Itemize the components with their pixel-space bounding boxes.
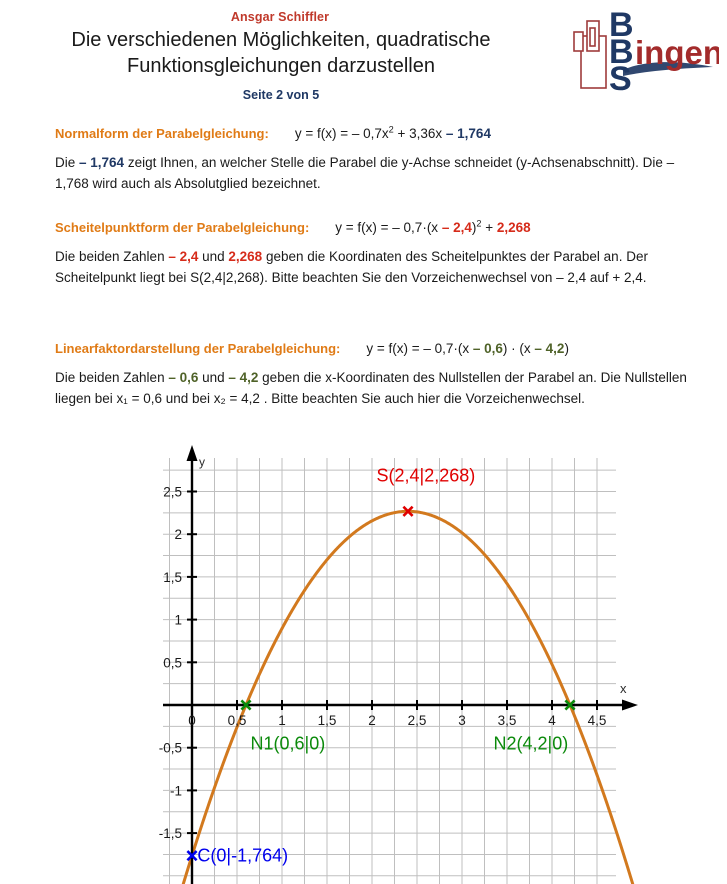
normalform-eq-exponent: 2 <box>388 124 394 135</box>
chart-gridlines <box>163 458 616 884</box>
linearfaktor-body-highlight-1: – 0,6 <box>168 370 199 385</box>
normalform-equation: y = f(x) = – 0,7x2 + 3,36x – 1,764 <box>269 124 491 141</box>
linearfaktor-eq-prefix: y = f(x) = – 0,7·(x <box>366 341 473 356</box>
marker-x-icon <box>402 505 414 517</box>
normalform-body-part-3: zeigt Ihnen, an welcher Stelle die Parab… <box>55 155 675 191</box>
linearfaktordarstellung-equation: y = f(x) = – 0,7·(x – 0,6) · (x – 4,2) <box>340 341 569 356</box>
annotation-label: S(2,4|2,268) <box>377 465 476 485</box>
linearfaktor-body-part-3: und <box>198 370 229 385</box>
scheitelpunktform-eq-exponent: 2 <box>476 218 482 229</box>
x-tick-label: 2 <box>368 713 376 728</box>
normalform-heading-label: Normalform der Parabelgleichung: <box>55 126 269 141</box>
y-axis-ticks: -1,5 -1 -0,5 0,5 1 1,5 2 2,5 <box>159 485 197 841</box>
linearfaktor-body-part-1: Die beiden Zahlen <box>55 370 169 385</box>
scheitelpunktform-body-part-5: geben die Koordinaten des Scheitelpunkte… <box>55 249 648 285</box>
page-title: Die verschiedenen Möglichkeiten, quadrat… <box>0 27 562 79</box>
x-tick-label: 3,5 <box>498 713 517 728</box>
section-normalform: Normalform der Parabelgleichung: y = f(x)… <box>55 124 700 194</box>
x-tick-label: 0 <box>188 713 196 728</box>
x-axis-arrow <box>622 699 638 711</box>
linearfaktor-eq-mid: ) · (x <box>502 341 535 356</box>
x-tick-label: 3 <box>458 713 466 728</box>
x-tick-label: 1,5 <box>318 713 337 728</box>
document-header: Ansgar Schiffler Die verschiedenen Mögli… <box>0 0 727 112</box>
scheitelpunktform-body-part-3: und <box>198 249 229 264</box>
logo-letter-b1: B <box>609 6 634 44</box>
x-tick-label: 2,5 <box>408 713 427 728</box>
linearfaktor-body-highlight-2: – 4,2 <box>228 370 259 385</box>
normalform-body: Die – 1,764 zeigt Ihnen, an welcher Stel… <box>55 152 700 194</box>
linearfaktordarstellung-body: Die beiden Zahlen – 0,6 und – 4,2 geben … <box>55 367 700 409</box>
normalform-body-part-1: Die <box>55 155 80 170</box>
y-tick-label: 0,5 <box>163 655 182 670</box>
scheitelpunktform-body-part-1: Die beiden Zahlen <box>55 249 169 264</box>
scheitelpunktform-heading-label: Scheitelpunktform der Parabelgleichung: <box>55 220 310 235</box>
bbs-bingen-logo: B B S ingen <box>571 6 723 98</box>
normalform-heading: Normalform der Parabelgleichung: y = f(x)… <box>55 124 700 141</box>
scheitelpunktform-eq-mid: + <box>481 220 497 235</box>
x-axis-label: x <box>620 681 627 696</box>
scheitelpunktform-body: Die beiden Zahlen – 2,4 und 2,268 geben … <box>55 246 700 288</box>
parabola-chart: x y 0 0,5 1 1,5 2 2,5 3 3,5 4 4,5 -1,5 -1 -0,5 0,5 1 1,5 2… <box>0 440 727 884</box>
x-tick-label: 0,5 <box>228 713 247 728</box>
scheitelpunktform-eq-prefix: y = f(x) = – 0,7·(x <box>335 220 442 235</box>
y-tick-label: -1,5 <box>159 826 182 841</box>
x-tick-label: 1 <box>278 713 286 728</box>
x-tick-label: 4,5 <box>588 713 607 728</box>
y-tick-label: 2 <box>174 527 182 542</box>
chart-axes <box>163 445 638 884</box>
logo-building-icon <box>573 20 607 89</box>
x-axis-ticks: 0 0,5 1 1,5 2 2,5 3 3,5 4 4,5 <box>188 700 606 728</box>
x-tick-label: 4 <box>548 713 556 728</box>
section-scheitelpunktform: Scheitelpunktform der Parabelgleichung: y… <box>55 218 700 288</box>
parabola-chart-svg: x y 0 0,5 1 1,5 2 2,5 3 3,5 4 4,5 -1,5 -1 -0,5 0,5 1 1,5 2… <box>159 445 638 884</box>
linearfaktor-eq-highlight-1: – 0,6 <box>472 341 503 356</box>
linearfaktordarstellung-heading-label: Linearfaktordarstellung der Parabelgleic… <box>55 341 341 356</box>
page-title-line-1: Die verschiedenen Möglichkeiten, quadrat… <box>71 29 491 51</box>
annotation-label: N2(4,2|0) <box>494 733 569 753</box>
normalform-eq-prefix: y = f(x) = – 0,7x <box>294 126 389 141</box>
linearfaktor-body-part-5: geben die x-Koordinaten des Nullstellen … <box>55 370 687 406</box>
y-axis-label: y <box>199 455 205 469</box>
logo-word-ingen: ingen <box>635 34 719 71</box>
scheitelpunktform-body-highlight-2: 2,268 <box>228 249 263 264</box>
page-title-line-2: Funktionsgleichungen darzustellen <box>127 55 435 77</box>
marker-x-icon <box>564 699 576 711</box>
linearfaktordarstellung-heading: Linearfaktordarstellung der Parabelgleic… <box>55 341 700 356</box>
annotation-zero-2: N2(4,2|0) <box>494 699 576 753</box>
y-tick-label: 1 <box>174 613 182 628</box>
annotation-zero-1: N1(0,6|0) <box>240 699 326 753</box>
y-tick-label: 1,5 <box>163 570 182 585</box>
parabola-curve <box>181 509 635 884</box>
y-tick-label: -0,5 <box>159 741 182 756</box>
marker-x-icon <box>240 699 252 711</box>
scheitelpunktform-heading: Scheitelpunktform der Parabelgleichung: y… <box>55 218 700 235</box>
y-axis-arrow <box>186 445 198 461</box>
annotation-label: C(0|-1,764) <box>197 846 288 866</box>
annotation-label: N1(0,6|0) <box>251 733 326 753</box>
scheitelpunktform-eq-close: ) <box>471 220 477 235</box>
scheitelpunktform-eq-highlight-1: – 2,4 <box>441 220 472 235</box>
author-name: Ansgar Schiffler <box>230 10 330 24</box>
section-linearfaktordarstellung: Linearfaktordarstellung der Parabelgleic… <box>55 341 700 409</box>
logo-letter-b2: B <box>609 33 634 71</box>
logo-swoosh-icon <box>623 62 713 76</box>
logo-svg: B B S ingen <box>573 6 723 98</box>
normalform-eq-mid: + 3,36x <box>393 126 446 141</box>
scheitelpunktform-eq-highlight-2: 2,268 <box>496 220 531 235</box>
scheitelpunktform-equation: y = f(x) = – 0,7·(x – 2,4)2 + 2,268 <box>309 218 531 235</box>
page-indicator: Seite 2 von 5 <box>242 88 320 102</box>
annotation-vertex: S(2,4|2,268) <box>377 465 476 517</box>
linearfaktor-eq-close: ) <box>564 341 569 356</box>
logo-letter-s: S <box>609 60 632 92</box>
linearfaktor-eq-highlight-2: – 4,2 <box>534 341 565 356</box>
normalform-eq-highlight: – 1,764 <box>445 126 491 141</box>
y-tick-label: 2,5 <box>163 485 182 500</box>
scheitelpunktform-body-highlight-1: – 2,4 <box>168 249 199 264</box>
normalform-body-highlight: – 1,764 <box>79 155 125 170</box>
marker-x-icon <box>186 850 198 862</box>
annotation-y-intercept: C(0|-1,764) <box>186 846 288 866</box>
y-tick-label: -1 <box>170 783 182 798</box>
